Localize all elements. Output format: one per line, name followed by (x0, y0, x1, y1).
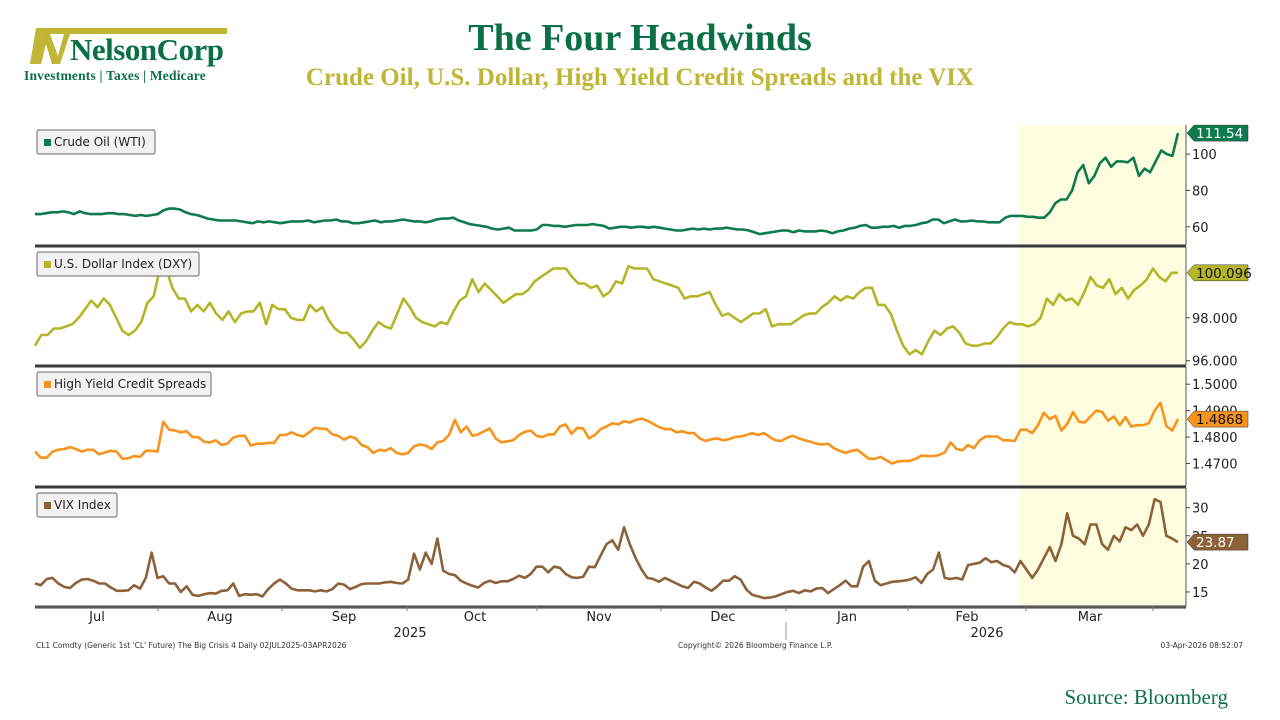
x-tick-label: Jul (88, 610, 105, 625)
series-line-3 (34, 401, 1180, 465)
legend-box (36, 129, 156, 155)
last-value-label: 100.096 (1196, 266, 1252, 282)
series-line-4 (34, 497, 1179, 600)
y-tick-label: 15 (1192, 586, 1209, 601)
logo-swoosh (22, 28, 227, 64)
legend-box (36, 371, 212, 397)
logo-name: NelsonCorp (70, 32, 224, 67)
last-value-label: 1.4868 (1196, 412, 1243, 428)
legend-label: VIX Index (54, 498, 111, 512)
legend-box (36, 251, 200, 277)
x-tick-label: Jan (836, 610, 857, 625)
panel-2: 96.000 98.000 100.096 U.S. Dollar Index (DX… (33, 247, 1252, 370)
series-line-2 (33, 265, 1179, 356)
y-tick-label: 60 (1192, 221, 1209, 236)
x-tick-label: Mar (1078, 610, 1103, 625)
year-label: 2026 (970, 626, 1003, 641)
legend-swatch-icon (44, 502, 51, 509)
x-tick-label: Aug (207, 610, 232, 625)
legend-swatch-icon (44, 381, 51, 388)
last-value-badge (1186, 124, 1249, 142)
x-tick-label: Feb (955, 610, 978, 625)
footer-left: CL1 Comdty (Generic 1st 'CL' Future) The… (36, 641, 347, 650)
source-label: Source: Bloomberg (1064, 685, 1228, 709)
legend-label: U.S. Dollar Index (DXY) (54, 257, 192, 271)
legend-label: High Yield Credit Spreads (54, 377, 206, 391)
footer-center: Copyright© 2026 Bloomberg Finance L.P. (678, 641, 833, 650)
x-axis: Jul Aug Sep Oct Nov Dec Jan Feb Mar 2025 2026 (35, 606, 1186, 641)
y-tick-label: 98.000 (1192, 312, 1238, 327)
last-value-label: 23.87 (1196, 535, 1235, 551)
series-line-1 (35, 132, 1180, 236)
last-value-badge (1186, 410, 1249, 428)
panel-1: 60 80 100 111.54 Crude Oil (WTI) (35, 124, 1249, 248)
last-value-label: 111.54 (1196, 126, 1243, 142)
last-value-badge (1186, 533, 1249, 551)
y-tick-label: 80 (1192, 184, 1209, 199)
x-tick-label: Sep (332, 610, 357, 625)
footer-right: 03-Apr-2026 08:52:07 (1161, 641, 1244, 650)
logo-n-mark (34, 34, 70, 64)
x-tick-label: Nov (586, 610, 612, 625)
y-tick-label: 100 (1192, 148, 1217, 163)
last-value-badge (1186, 264, 1249, 282)
y-tick-label: 30 (1192, 502, 1209, 517)
page-title: The Four Headwinds (468, 17, 812, 59)
logo-tagline: Investments | Taxes | Medicare (24, 68, 206, 83)
legend-swatch-icon (44, 139, 51, 146)
logo-mark-icon (22, 28, 227, 64)
page-subtitle: Crude Oil, U.S. Dollar, High Yield Credi… (305, 64, 975, 91)
x-tick-label: Dec (710, 610, 735, 625)
legend-label: Crude Oil (WTI) (54, 135, 146, 149)
y-tick-label: 96.000 (1192, 355, 1238, 370)
y-tick-label: 1.5000 (1192, 378, 1238, 393)
x-tick-label: Oct (464, 610, 486, 625)
nelsoncorp-logo: NelsonCorp Investments | Taxes | Medicar… (20, 24, 240, 86)
y-tick-label: 1.4700 (1192, 458, 1238, 473)
legend-box (36, 492, 118, 518)
legend-swatch-icon (44, 261, 51, 268)
y-tick-label: 20 (1192, 558, 1209, 573)
year-label: 2025 (393, 626, 426, 641)
y-tick-label: 1.4800 (1192, 431, 1238, 446)
